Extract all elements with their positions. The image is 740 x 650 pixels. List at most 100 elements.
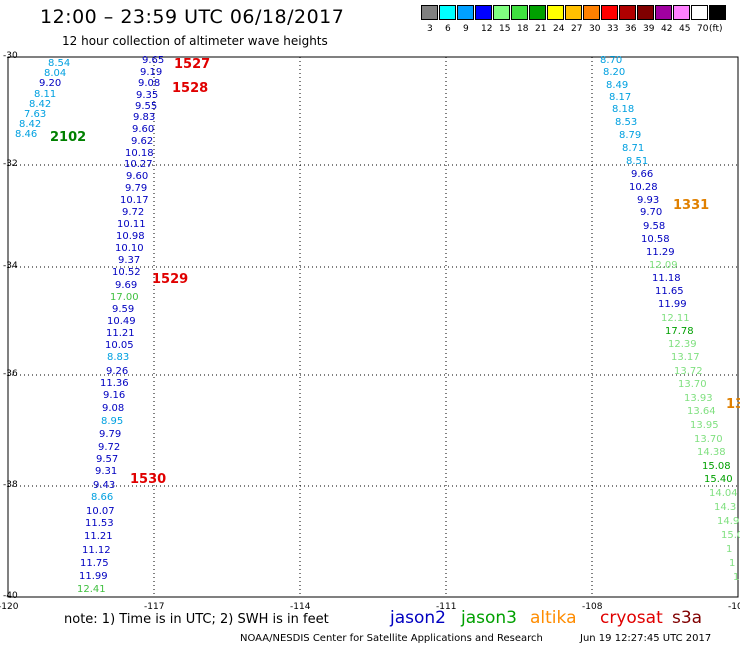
wave-height-value: 9.37 [118,255,141,266]
wave-height-value: 9.20 [39,78,62,89]
legend-label: 45 [679,24,691,34]
generated-timestamp: Jun 19 12:27:45 UTC 2017 [580,633,712,644]
lon-tick-label: -120 [0,602,19,612]
wave-height-value: 9.55 [135,101,158,112]
lat-tick-label: -40 [3,591,18,601]
legend-label: 18 [517,24,529,34]
wave-height-value: 10.52 [112,267,141,278]
legend-swatch [619,5,636,20]
wave-height-value: 8.83 [107,352,130,363]
wave-height-value: 9.72 [98,442,121,453]
wave-height-value: 13.70 [694,434,723,445]
legend-label: 21 [535,24,547,34]
wave-height-value: 8.11 [34,89,57,100]
wave-height-value: 12.39 [668,339,697,350]
lon-tick-label: -117 [144,602,165,612]
wave-height-value: 12.11 [661,313,690,324]
satellite-name-s3a: s3a [672,608,703,628]
wave-height-value: 9.79 [125,183,148,194]
legend-swatch [475,5,492,20]
map-frame [7,56,739,598]
satellite-name-altika: altika [530,608,577,628]
wave-height-value: 1 [733,572,740,583]
wave-height-value: 11.18 [652,273,681,284]
wave-height-value: 9.57 [96,454,119,465]
wave-height-value: 14.9 [717,516,740,527]
wave-height-value: 11.99 [79,571,108,582]
wave-height-value: 11.21 [84,531,113,542]
wave-height-value: 10.11 [117,219,146,230]
wave-height-value: 8.42 [29,99,52,110]
legend-swatch [547,5,564,20]
wave-height-value: 8.46 [15,129,38,140]
wave-height-value: 9.72 [122,207,145,218]
wave-height-value: 9.66 [631,169,654,180]
wave-height-value: 9.26 [106,366,129,377]
wave-height-value: 9.08 [102,403,125,414]
wave-height-value: 10.18 [125,148,154,159]
wave-height-value: 9.60 [126,171,149,182]
wave-height-value: 9.83 [133,112,156,123]
wave-height-value: 11.65 [655,286,684,297]
wave-height-value: 11.75 [80,558,109,569]
wave-height-value: 9.79 [99,429,122,440]
legend-swatch [439,5,456,20]
legend-label: 3 [427,24,433,34]
wave-height-value: 10.07 [86,506,115,517]
legend-swatch [511,5,528,20]
wave-height-value: 11.29 [646,247,675,258]
page-title: 12:00 – 23:59 UTC 06/18/2017 [40,6,345,28]
lat-tick-label: -38 [3,480,18,490]
legend-label: 12 [481,24,493,34]
track-time-label: 1529 [152,272,189,287]
lon-tick-label: -105 [728,602,740,612]
wave-height-value: 8.17 [609,92,632,103]
legend-swatch [565,5,582,20]
lat-tick-label: -36 [3,369,18,379]
footer-note: note: 1) Time is in UTC; 2) SWH is in fe… [64,612,329,627]
wave-height-value: 9.43 [93,480,116,491]
legend-label: 9 [463,24,469,34]
wave-height-value: 1 [729,558,736,569]
wave-height-value: 9.58 [643,221,666,232]
wave-height-value: 12.09 [649,260,678,271]
wave-height-value: 1 [726,544,733,555]
wave-height-value: 9.19 [140,67,163,78]
wave-height-value: 9.70 [640,207,663,218]
wave-height-value: 13.70 [678,379,707,390]
wave-height-value: 9.65 [142,55,165,66]
wave-height-value: 8.71 [622,143,645,154]
wave-height-value: 17.00 [110,292,139,303]
legend-label: 33 [607,24,619,34]
legend-label: 6 [445,24,451,34]
wave-height-value: 13.95 [690,420,719,431]
wave-height-value: 8.18 [612,104,635,115]
credit-line: NOAA/NESDIS Center for Satellite Applica… [240,633,543,644]
wave-height-value: 14.3 [714,502,737,513]
wave-height-value: 10.10 [115,243,144,254]
wave-height-value: 8.66 [91,492,114,503]
wave-height-value: 8.79 [619,130,642,141]
legend-label: (ft) [709,24,723,34]
wave-height-value: 17.78 [665,326,694,337]
legend-swatch [601,5,618,20]
wave-height-value: 8.42 [19,119,42,130]
wave-height-value: 9.62 [131,136,154,147]
legend-swatch [709,5,726,20]
wave-height-value: 10.98 [116,231,145,242]
wave-height-value: 9.69 [115,280,138,291]
wave-height-value: 15.40 [704,474,733,485]
wave-height-value: 10.05 [105,340,134,351]
legend-swatch [493,5,510,20]
legend-label: 39 [643,24,655,34]
wave-height-value: 7.63 [24,109,47,120]
wave-height-value: 9.60 [132,124,155,135]
wave-height-value: 13.72 [674,366,703,377]
wave-height-value: 8.70 [600,55,623,66]
track-time-label: 1331 [673,198,710,213]
lat-tick-label: -34 [3,261,18,271]
wave-height-value: 9.16 [103,390,126,401]
wave-height-value: 11.53 [85,518,114,529]
legend-swatch [637,5,654,20]
